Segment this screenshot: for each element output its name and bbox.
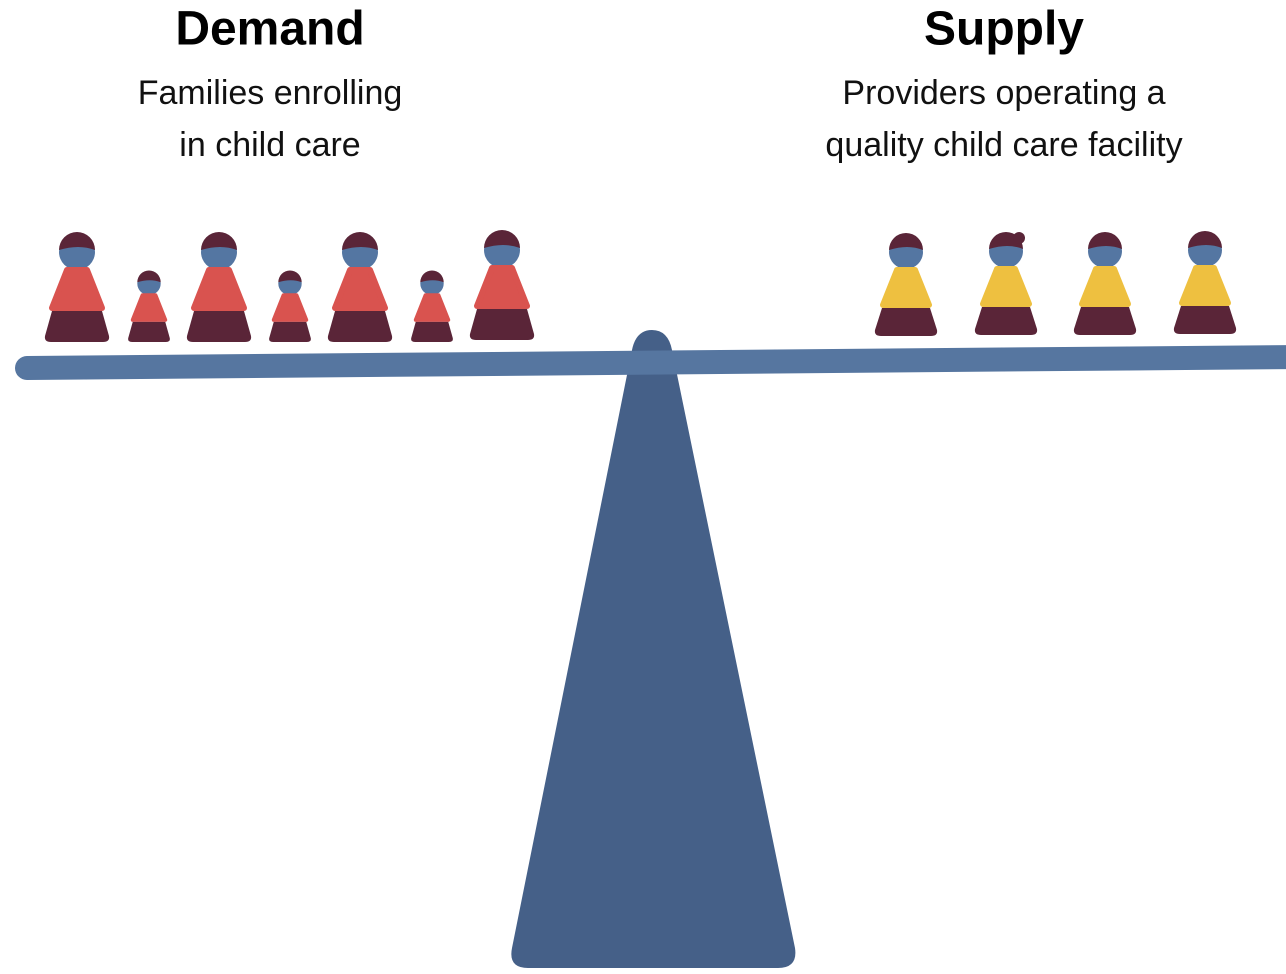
supply-subtitle: Providers operating a: [842, 74, 1165, 112]
demand-subtitle: Families enrolling: [138, 74, 403, 112]
supply-title: Supply: [924, 3, 1084, 56]
beam: [15, 345, 1286, 380]
fulcrum: [511, 330, 796, 968]
demand-figures: [45, 230, 534, 342]
demand-subtitle: in child care: [179, 126, 360, 164]
demand-title: Demand: [175, 3, 364, 56]
supply-subtitle: quality child care facility: [825, 126, 1182, 164]
supply-figures: [875, 231, 1236, 336]
